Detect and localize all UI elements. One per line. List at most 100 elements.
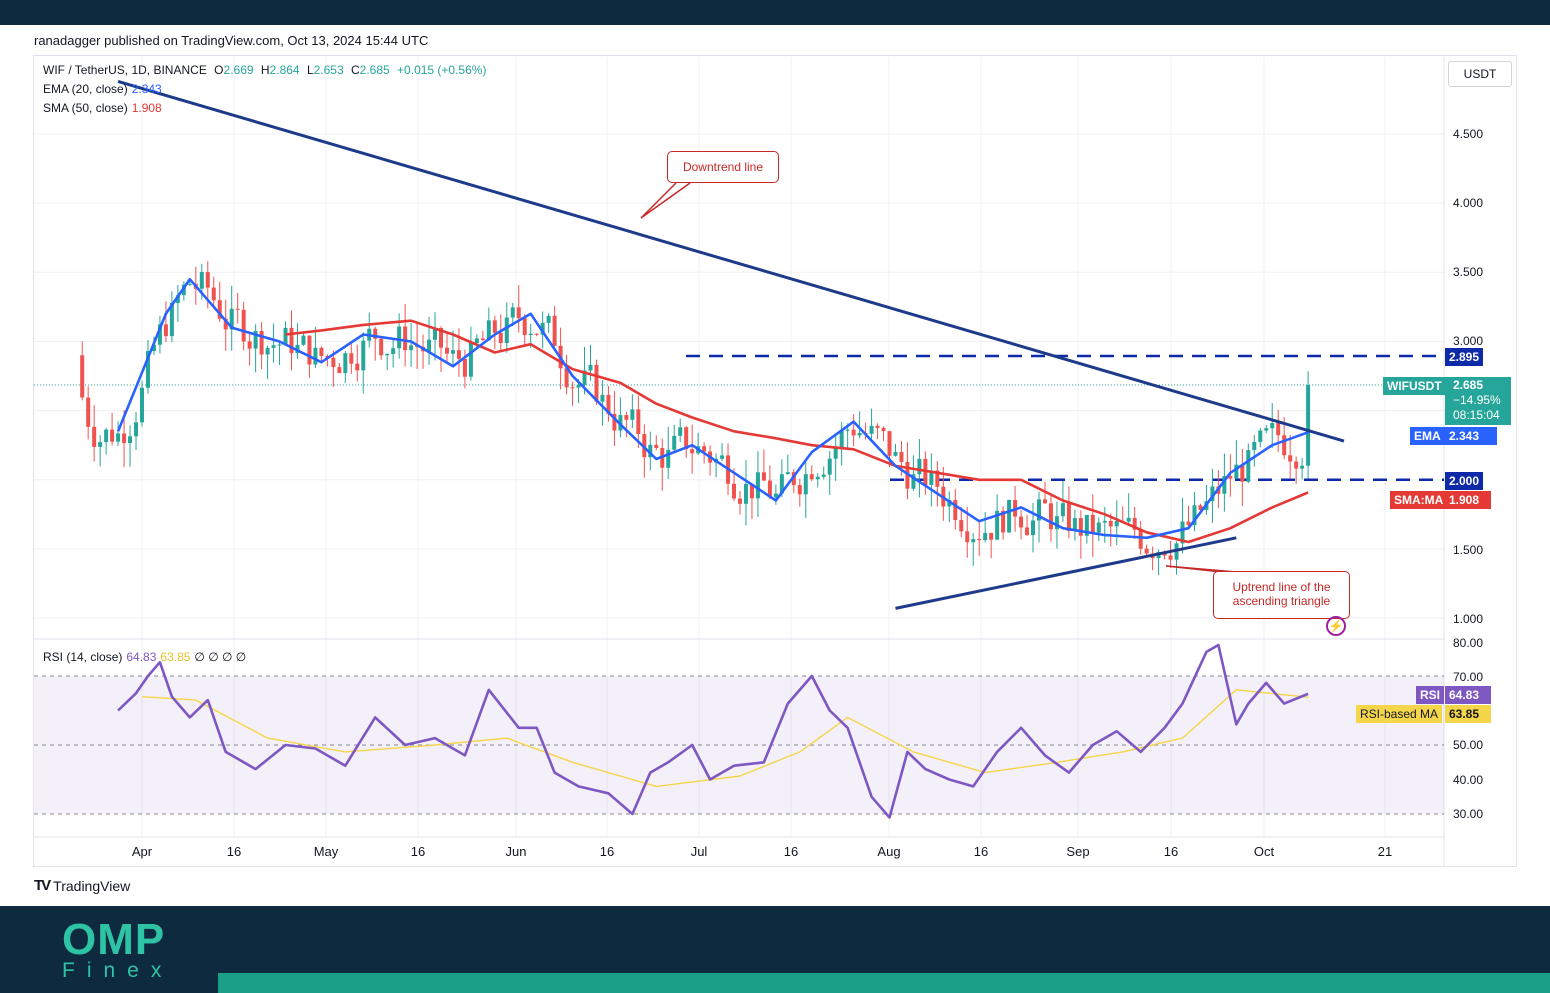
candle-body [1228, 476, 1233, 479]
candle-body [319, 347, 324, 356]
candle-body [564, 368, 569, 388]
downtrend-callout[interactable]: Downtrend line [667, 151, 779, 183]
candle-body [307, 335, 312, 365]
candle-body [1007, 499, 1012, 533]
tradingview-mark-icon: TV [34, 877, 51, 894]
candle-body [1126, 517, 1131, 522]
candle-body [947, 499, 952, 507]
candle-body [223, 318, 228, 330]
candle-body [642, 434, 647, 458]
candle-body [540, 322, 545, 335]
candle-body [163, 324, 168, 337]
tradingview-logo[interactable]: TV TradingView [34, 877, 130, 894]
rsi-price-tag: 64.83 [1445, 686, 1491, 704]
candle-body [277, 344, 282, 346]
chart-frame [33, 55, 1517, 867]
symbol-name[interactable]: WIF / TetherUS, 1D, BINANCE [43, 63, 207, 77]
candle-body [552, 315, 557, 346]
candle-body [349, 353, 354, 364]
candle-body [684, 427, 689, 450]
candle-body [289, 327, 294, 354]
candle-body [803, 474, 808, 495]
candle-body [134, 422, 139, 437]
rsi-legend[interactable]: RSI (14, close) 64.83 63.85 ∅ ∅ ∅ ∅ [43, 650, 250, 664]
candle-body [397, 326, 402, 349]
rsi-tick-label: 50.00 [1453, 738, 1483, 752]
candle-body [534, 333, 539, 335]
ema-legend[interactable]: EMA (20, close) 2.343 [43, 82, 166, 96]
candle-body [1001, 510, 1006, 533]
candle-body [702, 446, 707, 452]
candle-body [1222, 476, 1227, 494]
symbol-price: 2.685 [1453, 378, 1484, 392]
candle-body [361, 340, 366, 371]
candle-body [116, 433, 121, 442]
candle-body [486, 320, 491, 341]
candle-body [331, 357, 336, 368]
candle-body [1240, 464, 1245, 482]
time-tick-label: 16 [974, 844, 988, 859]
candle-body [600, 394, 605, 402]
candle-body [1019, 516, 1024, 528]
candle-body [929, 470, 934, 485]
lightning-icon[interactable]: ⚡ [1326, 616, 1346, 636]
finex-logo: Finex [62, 959, 174, 982]
candle-body [235, 308, 240, 310]
candle-body [959, 520, 964, 532]
candle-body [355, 363, 360, 371]
rsi-tag-label: RSI [1416, 686, 1445, 704]
price-tick-label: 4.500 [1453, 127, 1483, 141]
candle-body [965, 531, 970, 543]
ema-legend-value: 2.343 [131, 82, 162, 96]
candle-body [241, 309, 246, 342]
candle-body [887, 431, 892, 456]
sma-price-tag: 1.908 [1445, 491, 1491, 509]
candle-body [498, 332, 503, 344]
sma-legend[interactable]: SMA (50, close) 1.908 [43, 101, 166, 115]
time-tick-label: 16 [600, 844, 614, 859]
close-value: 2.685 [359, 63, 390, 77]
uptrend-callout[interactable]: Uptrend line of the ascending triangle [1213, 571, 1350, 619]
candle-body [175, 295, 180, 304]
candle-body [510, 307, 515, 318]
candle-body [761, 472, 766, 481]
candle-body [92, 426, 97, 447]
rsi-legend-value: 64.83 [126, 650, 157, 664]
rsi-tick-label: 70.00 [1453, 670, 1483, 684]
candle-body [373, 328, 378, 339]
uptrend-callout-pointer [1165, 565, 1237, 573]
change-value: +0.015 (+0.56%) [397, 63, 487, 77]
price-tick-label: 3.500 [1453, 265, 1483, 279]
candle-body [749, 483, 754, 499]
candle-body [911, 474, 916, 489]
symbol-tag-label: WIFUSDT [1383, 377, 1446, 395]
candle-body [313, 347, 318, 365]
sma-tag-label: SMA:MA [1390, 491, 1448, 509]
candle-body [648, 444, 653, 458]
high-value: 2.864 [269, 63, 300, 77]
candle-body [1306, 385, 1311, 466]
candle-body [1054, 516, 1059, 530]
candle-body [899, 451, 904, 462]
candle-body [229, 308, 234, 330]
tradingview-wordmark: TradingView [53, 877, 131, 894]
candle-body [1066, 503, 1071, 532]
candle-body [767, 480, 772, 498]
candle-body [253, 330, 258, 349]
currency-button[interactable]: USDT [1448, 61, 1512, 87]
candle-body [743, 483, 748, 504]
candle-body [480, 338, 485, 341]
candle-body [815, 476, 820, 480]
candle-body [1144, 548, 1149, 554]
footer-stripe [218, 973, 1550, 993]
rsi-ma-legend-value: 63.85 [160, 650, 191, 664]
candle-body [588, 364, 593, 371]
candle-body [869, 425, 874, 434]
candle-body [833, 447, 838, 459]
publisher-line: ranadagger published on TradingView.com,… [34, 33, 429, 48]
candle-body [654, 444, 659, 449]
candle-body [1294, 461, 1299, 469]
price-tick-label: 3.000 [1453, 334, 1483, 348]
omp-logo: OMP [62, 915, 166, 964]
